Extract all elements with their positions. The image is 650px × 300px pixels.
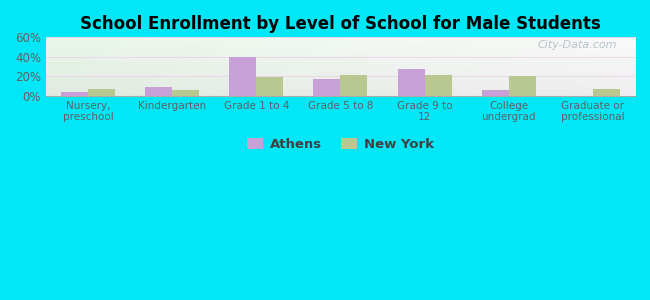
- Bar: [341, 75, 367, 96]
- Bar: [398, 69, 424, 96]
- Bar: [145, 87, 172, 96]
- Bar: [482, 90, 509, 96]
- Bar: [61, 92, 88, 96]
- Bar: [593, 89, 620, 96]
- Bar: [256, 77, 283, 96]
- Bar: [313, 79, 341, 96]
- Bar: [172, 90, 199, 96]
- Bar: [229, 57, 256, 96]
- Text: City-Data.com: City-Data.com: [538, 40, 618, 50]
- Title: School Enrollment by Level of School for Male Students: School Enrollment by Level of School for…: [80, 15, 601, 33]
- Bar: [88, 89, 115, 96]
- Bar: [509, 76, 536, 96]
- Bar: [424, 75, 452, 96]
- Legend: Athens, New York: Athens, New York: [242, 133, 439, 156]
